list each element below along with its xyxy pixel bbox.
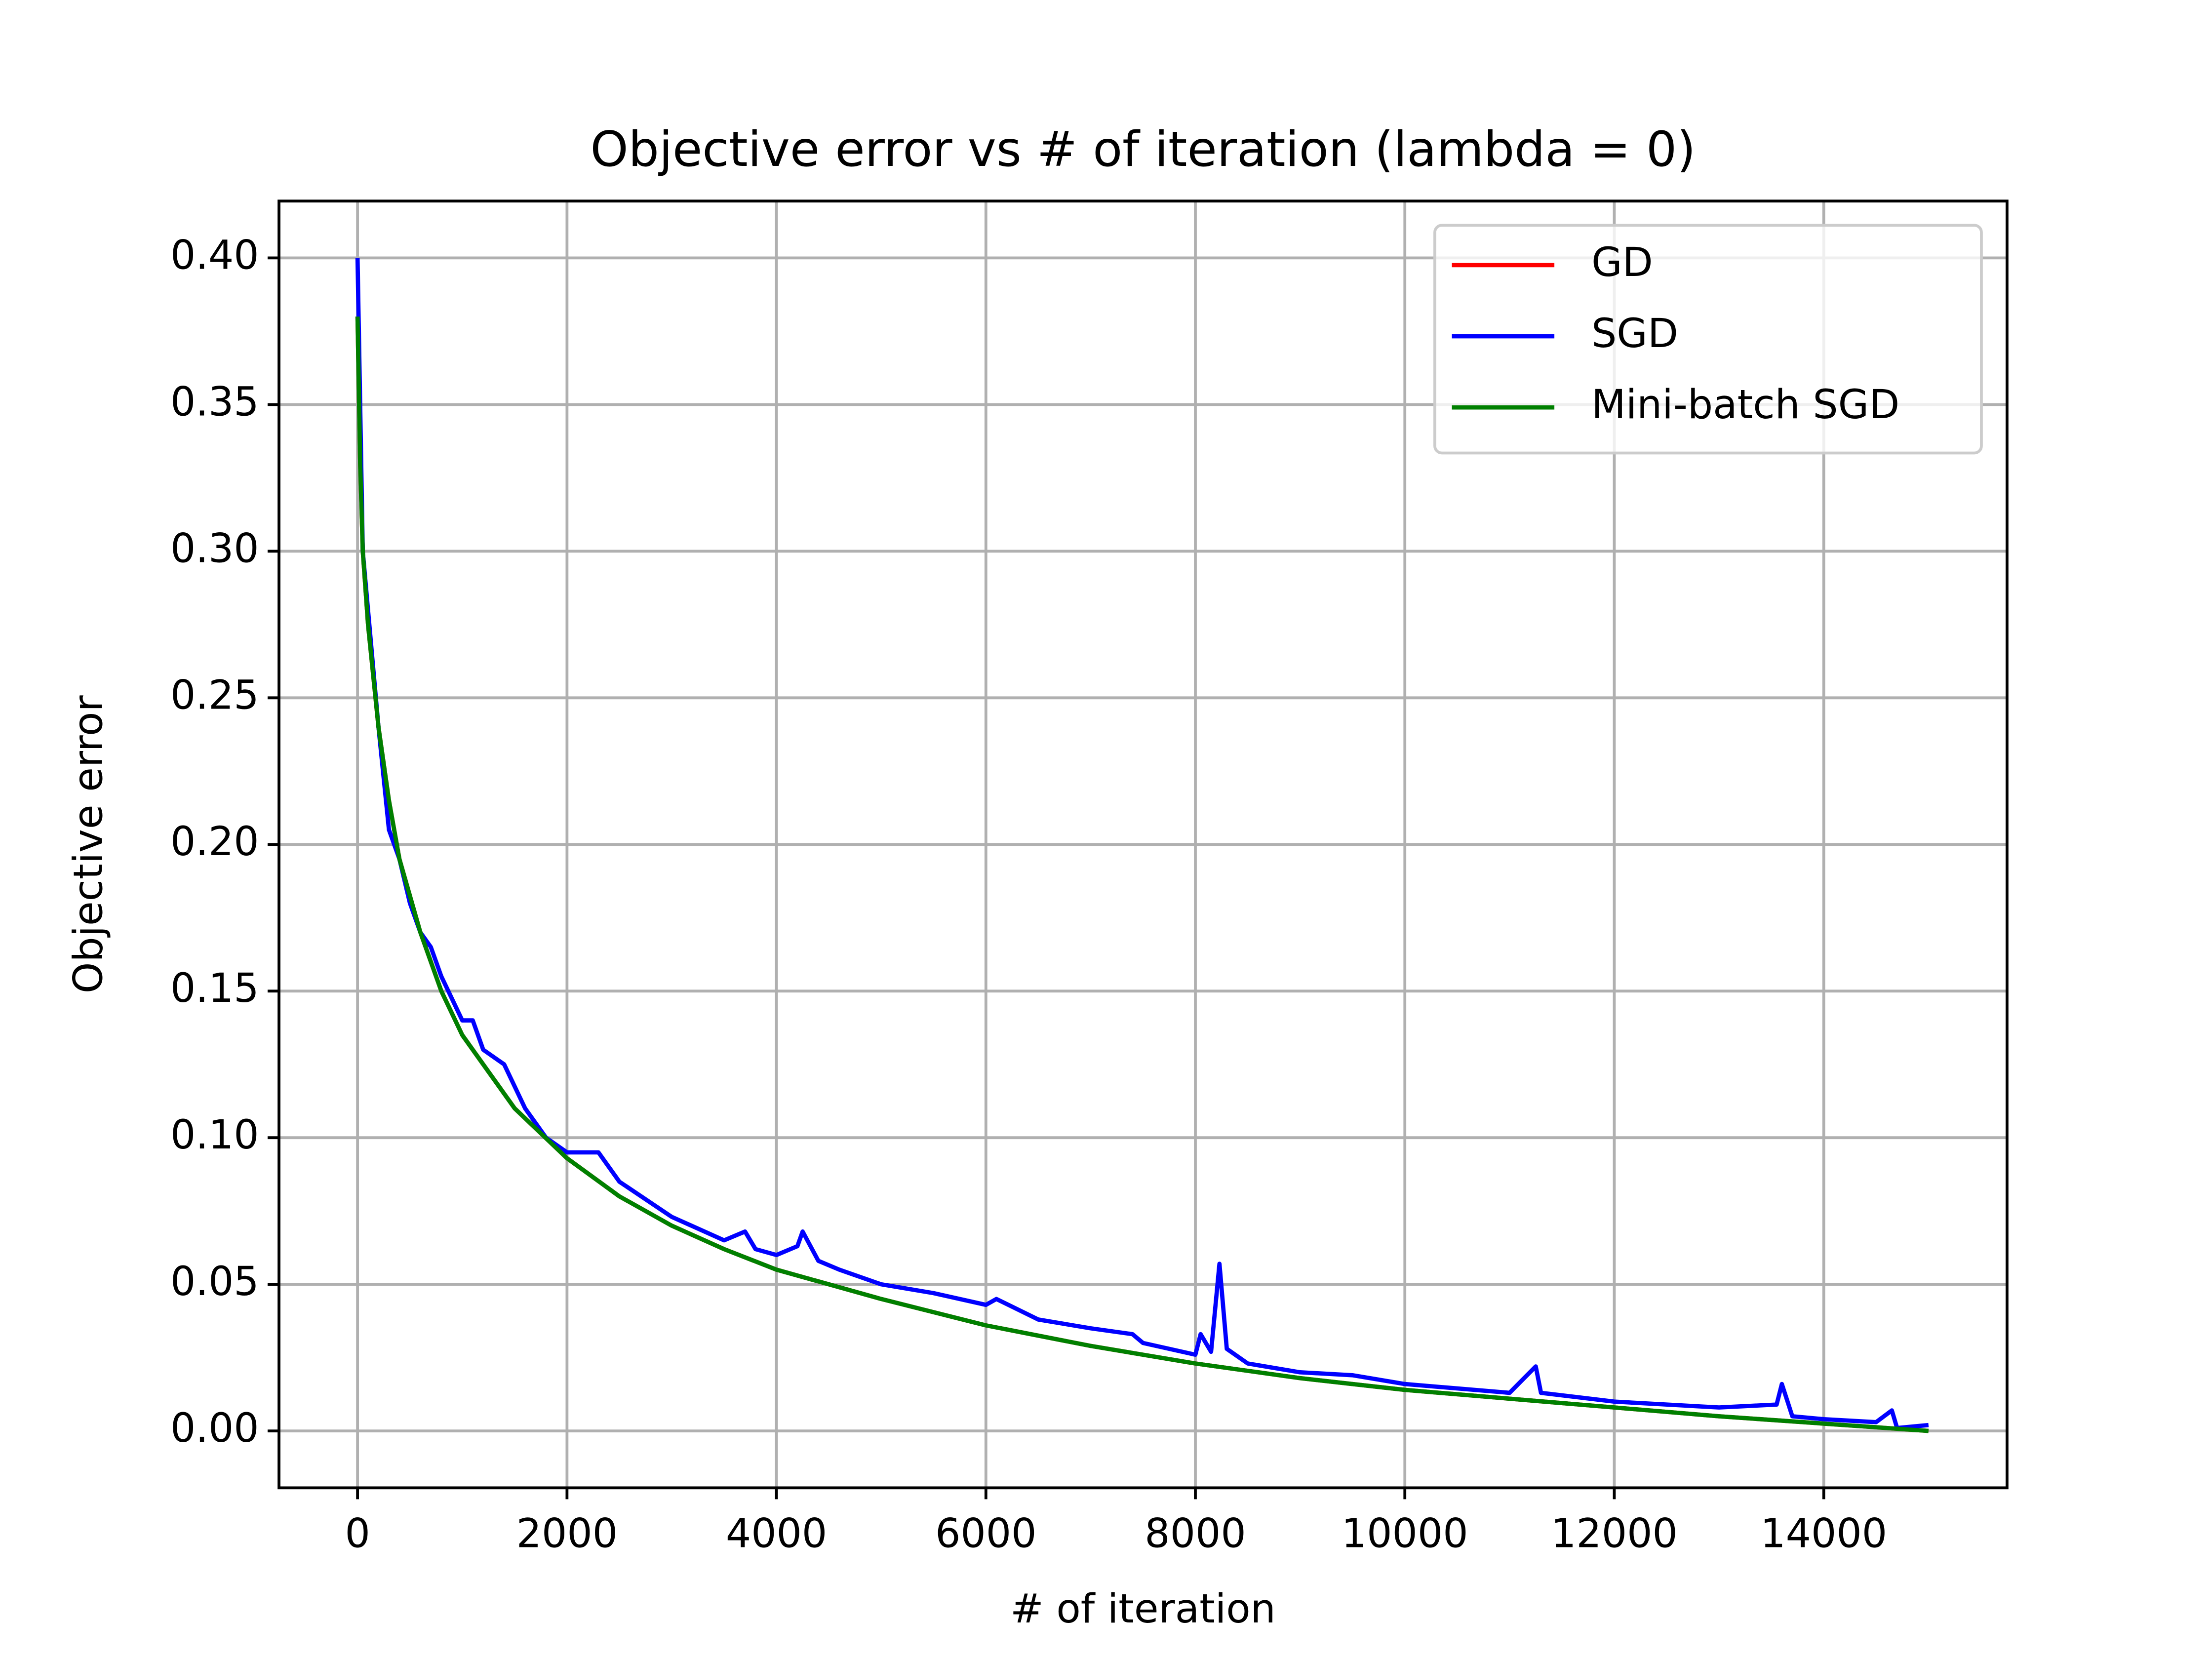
- y-tick-label: 0.05: [170, 1259, 259, 1305]
- x-tick-label: 2000: [516, 1510, 618, 1557]
- y-tick-label: 0.40: [170, 232, 259, 278]
- x-tick-label: 6000: [935, 1510, 1036, 1557]
- y-tick-label: 0.00: [170, 1405, 259, 1452]
- legend-label: Mini-batch SGD: [1591, 382, 1899, 428]
- x-tick-label: 0: [345, 1510, 370, 1557]
- line-series: [355, 258, 1929, 1430]
- legend-box: [1433, 224, 1983, 455]
- y-axis-label: Objective error: [65, 695, 112, 994]
- legend-label: SGD: [1591, 311, 1678, 357]
- x-tick-label: 12000: [1551, 1510, 1678, 1557]
- y-tick-label: 0.20: [170, 819, 259, 865]
- line-series: [355, 316, 1929, 1433]
- x-axis-label: # of iteration: [1010, 1586, 1276, 1632]
- y-tick-label: 0.35: [170, 379, 259, 425]
- y-tick-label: 0.15: [170, 965, 259, 1012]
- chart-title: Objective error vs # of iteration (lambd…: [590, 121, 1696, 178]
- y-tick-label: 0.25: [170, 672, 259, 718]
- x-tick-label: 4000: [726, 1510, 827, 1557]
- x-tick-label: 10000: [1342, 1510, 1468, 1557]
- y-tick-label: 0.30: [170, 525, 259, 572]
- plot-frame: [277, 199, 2009, 1490]
- x-tick-label: 14000: [1760, 1510, 1887, 1557]
- legend-label: GD: [1591, 239, 1653, 286]
- x-tick-label: 8000: [1145, 1510, 1246, 1557]
- y-tick-label: 0.10: [170, 1112, 259, 1158]
